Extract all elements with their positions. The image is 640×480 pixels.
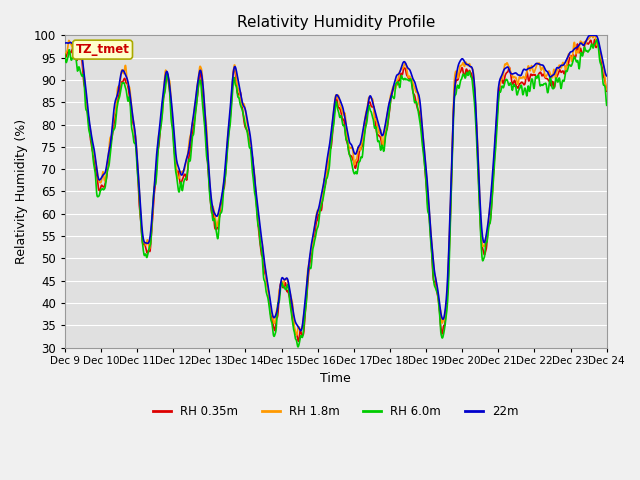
RH 0.35m <box>591 36 598 42</box>
X-axis label: Time: Time <box>321 372 351 384</box>
RH 1.8m <box>312 214 320 219</box>
22m <box>312 215 320 221</box>
22m <box>125 84 132 89</box>
RH 0.35m <box>603 88 611 94</box>
22m <box>370 103 378 108</box>
22m <box>61 40 68 46</box>
22m <box>297 328 305 334</box>
RH 6.0m <box>294 344 302 350</box>
RH 1.8m <box>292 332 300 338</box>
RH 0.35m <box>312 221 320 227</box>
RH 0.35m <box>303 299 310 304</box>
RH 6.0m <box>603 102 611 108</box>
Title: Relativity Humidity Profile: Relativity Humidity Profile <box>237 15 435 30</box>
RH 1.8m <box>125 84 132 89</box>
RH 1.8m <box>370 104 378 109</box>
Text: TZ_tmet: TZ_tmet <box>76 43 129 56</box>
RH 0.35m <box>294 338 302 344</box>
RH 1.8m <box>303 290 310 296</box>
Line: RH 0.35m: RH 0.35m <box>65 39 607 341</box>
Legend: RH 0.35m, RH 1.8m, RH 6.0m, 22m: RH 0.35m, RH 1.8m, RH 6.0m, 22m <box>148 400 524 423</box>
RH 1.8m <box>590 33 598 38</box>
RH 0.35m <box>103 173 111 179</box>
Line: RH 1.8m: RH 1.8m <box>65 36 607 335</box>
Line: RH 6.0m: RH 6.0m <box>65 40 607 347</box>
22m <box>103 162 111 168</box>
RH 6.0m <box>370 118 378 124</box>
RH 6.0m <box>61 51 68 57</box>
Y-axis label: Relativity Humidity (%): Relativity Humidity (%) <box>15 119 28 264</box>
RH 1.8m <box>603 87 611 93</box>
RH 1.8m <box>103 167 111 172</box>
22m <box>303 286 310 292</box>
RH 6.0m <box>303 300 310 306</box>
RH 0.35m <box>370 103 378 109</box>
RH 0.35m <box>125 89 132 95</box>
22m <box>589 33 597 38</box>
Line: 22m: 22m <box>65 36 607 331</box>
RH 1.8m <box>61 52 68 58</box>
RH 0.35m <box>61 51 68 57</box>
RH 6.0m <box>291 332 299 337</box>
RH 6.0m <box>125 96 132 102</box>
RH 0.35m <box>291 329 299 335</box>
RH 1.8m <box>291 326 299 332</box>
RH 6.0m <box>103 172 111 178</box>
22m <box>603 73 611 79</box>
RH 6.0m <box>593 37 601 43</box>
22m <box>291 317 299 323</box>
RH 6.0m <box>312 230 320 236</box>
